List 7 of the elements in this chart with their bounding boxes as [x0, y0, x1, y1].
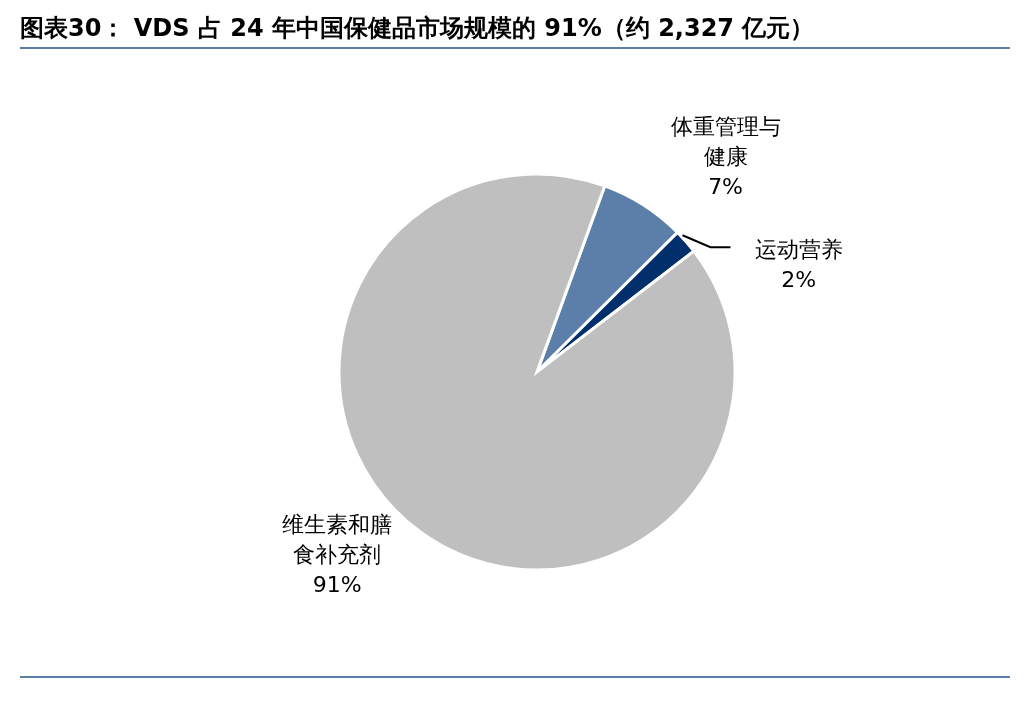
chart-title: 图表30： VDS 占 24 年中国保健品市场规模的 91%（约 2,327 亿元）	[20, 13, 815, 44]
data-label: 91%	[312, 571, 362, 597]
data-label: 2%	[781, 266, 817, 292]
data-label: 7%	[708, 173, 744, 199]
slice-label: 运动营养	[754, 236, 843, 262]
slice-label: 体重管理与健康	[670, 113, 781, 169]
slice-label: 维生素和膳食补充剂	[282, 511, 393, 567]
